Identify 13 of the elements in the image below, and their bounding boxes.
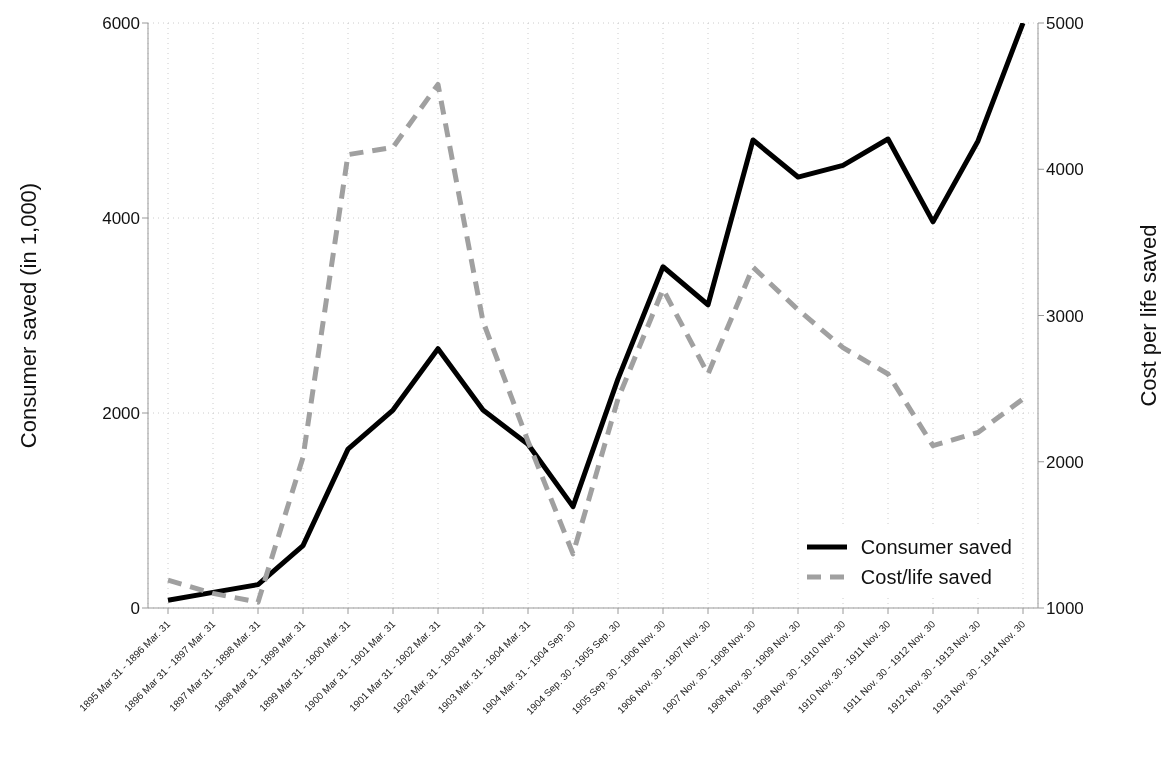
y-tick-label: 6000: [102, 14, 140, 34]
y-tick-label: 0: [130, 599, 140, 619]
y2-tick-label: 1000: [1046, 599, 1084, 619]
legend-label: Cost/life saved: [860, 565, 992, 589]
y2-tick-label: 4000: [1046, 160, 1084, 180]
y2-tick-label: 2000: [1046, 452, 1084, 472]
legend-label: Consumer saved: [860, 535, 1012, 559]
y-tick-label: 4000: [102, 209, 140, 229]
y2-tick-label: 3000: [1046, 306, 1084, 326]
y-axis-title: Consumer saved (in 1,000): [15, 182, 41, 449]
y2-axis-title: Cost per life saved: [1135, 224, 1161, 407]
y2-tick-label: 5000: [1046, 14, 1084, 34]
y-tick-label: 2000: [102, 404, 140, 424]
